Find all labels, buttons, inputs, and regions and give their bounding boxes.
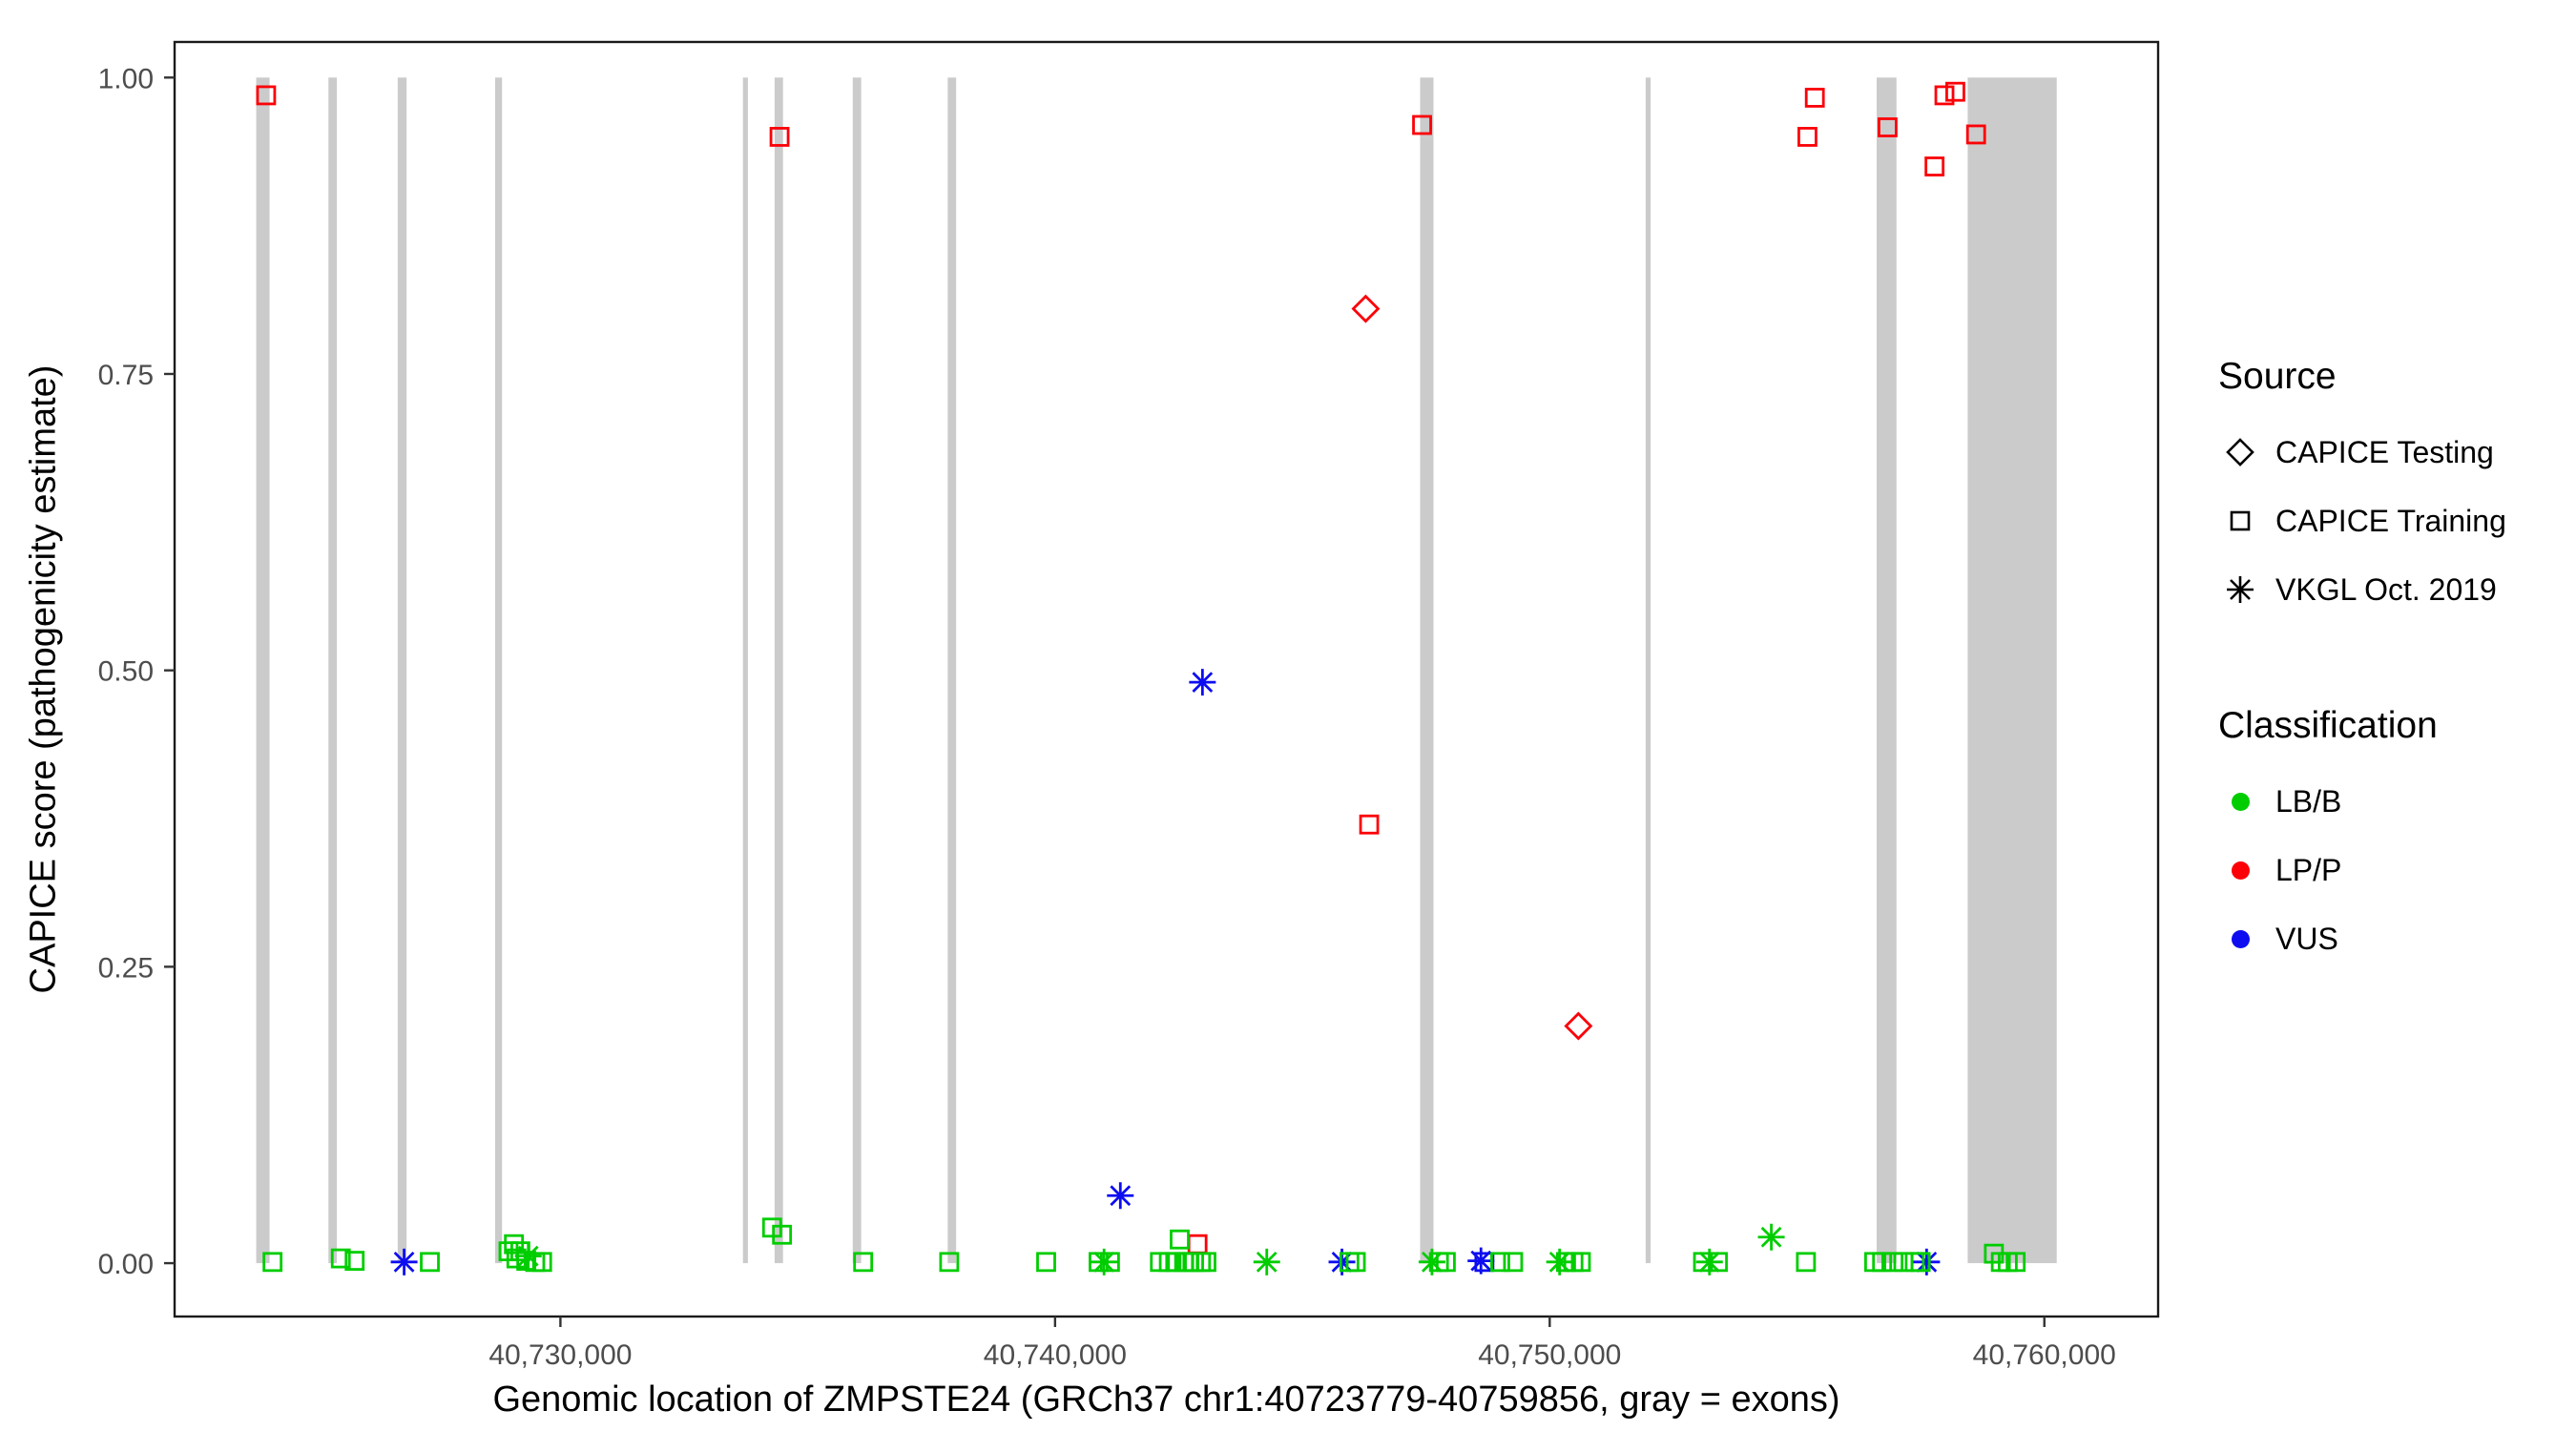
y-axis-label: CAPICE score (pathogenicity estimate) xyxy=(23,364,64,994)
y-tick-label: 0.25 xyxy=(98,952,154,984)
data-point-diamond xyxy=(1351,294,1381,323)
data-point-square xyxy=(1503,1252,1524,1273)
y-tick-label: 1.00 xyxy=(98,63,154,94)
data-point-asterisk xyxy=(1757,1223,1785,1251)
y-tick-label: 0.50 xyxy=(98,656,154,688)
data-point-square xyxy=(1099,1252,1120,1273)
data-point-square xyxy=(1196,1252,1216,1273)
data-point-square xyxy=(769,127,790,147)
data-point-square xyxy=(1910,1252,1931,1273)
data-point-square xyxy=(504,1234,525,1255)
legend-item-lbb: LB/B xyxy=(2218,767,2573,836)
data-point-square xyxy=(344,1251,365,1271)
data-point-asterisk xyxy=(1189,669,1216,696)
exon-band xyxy=(397,77,407,1264)
data-point-square xyxy=(1934,85,1955,106)
data-point-asterisk xyxy=(1107,1182,1134,1210)
y-tick-label: 0.00 xyxy=(98,1249,154,1280)
legend-item-label: CAPICE Testing xyxy=(2275,434,2494,469)
exon-band xyxy=(1876,77,1897,1264)
diamond-icon xyxy=(2218,430,2262,474)
data-point-square xyxy=(1708,1252,1728,1273)
square-icon xyxy=(2218,499,2262,543)
asterisk-icon xyxy=(2218,568,2262,612)
exon-band xyxy=(852,77,862,1264)
exon-band xyxy=(494,77,503,1264)
legend-item-vkgl: VKGL Oct. 2019 xyxy=(2218,555,2573,624)
x-axis-label: Genomic location of ZMPSTE24 (GRCh37 chr… xyxy=(492,1379,1840,1420)
data-point-diamond xyxy=(1564,1011,1593,1041)
data-point-square xyxy=(1345,1252,1366,1273)
data-point-square xyxy=(262,1252,283,1273)
exon-band xyxy=(328,77,338,1264)
exon-band xyxy=(742,77,748,1264)
legend-classification-title: Classification xyxy=(2218,705,2438,746)
legend-classification: Classification LB/B LP/P VUS xyxy=(2218,704,2573,973)
data-point-square xyxy=(1490,1252,1510,1273)
data-point-square xyxy=(939,1252,960,1273)
legend-source: Source CAPICE Testing CAPICE Training xyxy=(2218,355,2573,624)
data-point-square xyxy=(2005,1252,2026,1273)
data-point-square xyxy=(1187,1234,1208,1255)
data-point-asterisk xyxy=(1253,1248,1280,1275)
exon-band xyxy=(1420,77,1434,1264)
data-point-square xyxy=(1965,124,1986,145)
exon-band xyxy=(947,77,957,1264)
lbb-dot-icon xyxy=(2218,779,2262,823)
legend-item-label: CAPICE Training xyxy=(2275,503,2506,538)
data-point-square xyxy=(1924,156,1945,176)
x-tick-label: 40,760,000 xyxy=(1973,1339,2116,1371)
data-point-square xyxy=(1796,1252,1817,1273)
exon-band xyxy=(1967,77,2057,1264)
data-point-square xyxy=(772,1224,793,1245)
legend-item-label: LP/P xyxy=(2275,852,2342,887)
data-point-square xyxy=(853,1252,874,1273)
data-point-square xyxy=(1436,1252,1456,1273)
legend-item-vus: VUS xyxy=(2218,904,2573,973)
data-point-square xyxy=(1474,1252,1495,1273)
data-point-square xyxy=(1191,1252,1212,1273)
data-point-square xyxy=(1036,1252,1056,1273)
exon-band xyxy=(256,77,270,1264)
legend-item-label: LB/B xyxy=(2275,783,2342,819)
x-tick-label: 40,750,000 xyxy=(1478,1339,1621,1371)
legend: Source CAPICE Testing CAPICE Training xyxy=(2218,355,2573,973)
x-tick-label: 40,740,000 xyxy=(984,1339,1127,1371)
legend-source-title: Source xyxy=(2218,356,2337,397)
data-point-square xyxy=(1412,114,1432,135)
data-point-asterisk xyxy=(514,1242,542,1270)
data-point-square xyxy=(1878,117,1898,137)
lpp-dot-icon xyxy=(2218,848,2262,892)
data-point-square xyxy=(1359,814,1380,835)
legend-item-label: VUS xyxy=(2275,921,2338,956)
panel-border xyxy=(173,40,2160,1318)
data-point-square xyxy=(1945,81,1965,102)
data-point-square xyxy=(256,85,277,106)
y-tick-label: 0.75 xyxy=(98,360,154,391)
data-point-square xyxy=(1872,1252,1893,1273)
data-point-square xyxy=(1797,127,1818,147)
exon-band xyxy=(1645,77,1652,1264)
data-point-square xyxy=(1804,88,1825,108)
legend-item-capice-training: CAPICE Training xyxy=(2218,487,2573,555)
legend-item-lpp: LP/P xyxy=(2218,836,2573,904)
x-tick-label: 40,730,000 xyxy=(488,1339,632,1371)
data-point-asterisk xyxy=(390,1248,418,1275)
data-point-square xyxy=(1170,1229,1190,1250)
vus-dot-icon xyxy=(2218,917,2262,961)
data-point-square xyxy=(1570,1252,1591,1273)
exon-band xyxy=(774,77,783,1264)
data-point-square xyxy=(330,1248,351,1269)
legend-item-capice-testing: CAPICE Testing xyxy=(2218,418,2573,487)
legend-item-label: VKGL Oct. 2019 xyxy=(2275,571,2497,607)
data-point-square xyxy=(420,1252,440,1273)
